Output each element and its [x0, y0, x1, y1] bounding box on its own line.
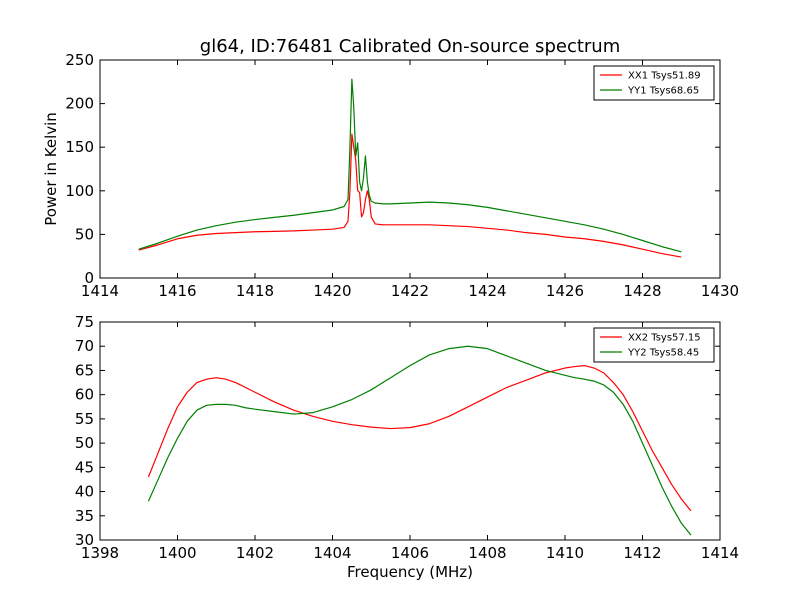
y-tick-label: 150	[65, 138, 94, 156]
y-tick-label: 250	[65, 51, 94, 69]
x-tick-label: 1422	[391, 282, 429, 300]
x-tick-label: 1430	[701, 282, 739, 300]
legend-box	[593, 327, 715, 363]
x-tick-label: 1410	[546, 544, 584, 562]
y-tick-label: 55	[75, 410, 94, 428]
y-tick-label: 45	[75, 458, 94, 476]
legend-entry-label: XX1 Tsys51.89	[628, 71, 701, 82]
legend-box	[593, 65, 715, 101]
y-tick-label: 0	[84, 269, 94, 287]
y-tick-label: 50	[75, 225, 94, 243]
y-tick-label: 50	[75, 434, 94, 452]
y-tick-label: 75	[75, 313, 94, 331]
x-tick-label: 1428	[623, 282, 661, 300]
x-tick-label: 1414	[81, 282, 119, 300]
series-line-xx1	[138, 133, 682, 258]
x-tick-label: 1420	[313, 282, 351, 300]
series-line-yy2	[147, 345, 692, 536]
x-axis-label: Frequency (MHz)	[347, 563, 473, 581]
x-tick-label: 1404	[313, 544, 351, 562]
series-line-yy1	[138, 78, 682, 253]
x-tick-label: 1418	[236, 282, 274, 300]
y-tick-label: 200	[65, 95, 94, 113]
x-tick-label: 1398	[81, 544, 119, 562]
y-tick-label: 70	[75, 337, 94, 355]
legend-entry-label: XX2 Tsys57.15	[628, 333, 701, 344]
y-tick-label: 35	[75, 507, 94, 525]
chart-bottom-panel: 1398 1400 1402 1404 1406 1408 1410 1412 1414 30 35…	[75, 313, 739, 581]
x-tick-label: 1416	[158, 282, 196, 300]
x-tick-label: 1412	[623, 544, 661, 562]
y-tick-label: 100	[65, 182, 94, 200]
series-line-xx2	[147, 365, 692, 512]
legend: XX1 Tsys51.89 YY1 Tsys68.65	[593, 65, 715, 101]
x-tick-label: 1406	[391, 544, 429, 562]
x-tick-label: 1402	[236, 544, 274, 562]
x-tick-label: 1408	[468, 544, 506, 562]
legend-entry-label: YY2 Tsys58.45	[627, 348, 699, 359]
y-tick-label: 60	[75, 386, 94, 404]
chart-title: gl64, ID:76481 Calibrated On-source spec…	[200, 36, 620, 57]
x-tick-label: 1414	[701, 544, 739, 562]
y-tick-label: 65	[75, 361, 94, 379]
chart-top-panel: 1414 1416 1418 1420 1422 1424 1426 1428 1430 0 50 1…	[42, 36, 739, 300]
x-tick-label: 1426	[546, 282, 584, 300]
y-tick-label: 30	[75, 531, 94, 549]
y-axis-label: Power in Kelvin	[42, 112, 60, 226]
legend: XX2 Tsys57.15 YY2 Tsys58.45	[593, 327, 715, 363]
y-tick-label: 40	[75, 483, 94, 501]
x-tick-label: 1400	[158, 544, 196, 562]
x-tick-label: 1424	[468, 282, 506, 300]
legend-entry-label: YY1 Tsys68.65	[627, 86, 699, 97]
